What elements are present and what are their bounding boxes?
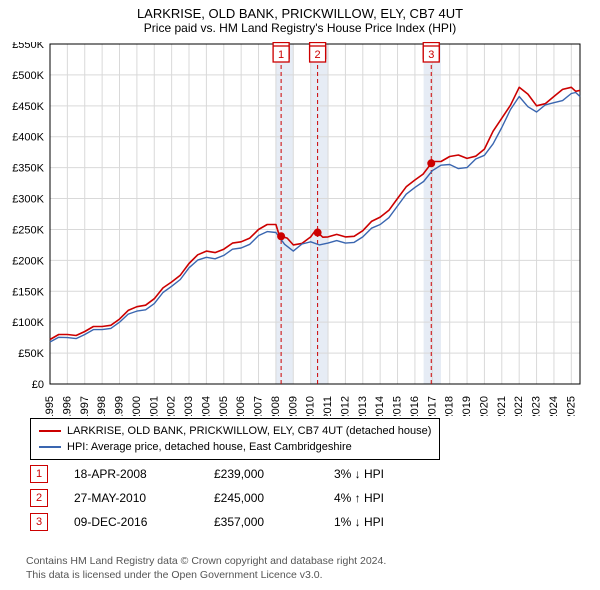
svg-text:1997: 1997 bbox=[79, 396, 91, 416]
svg-text:2003: 2003 bbox=[183, 396, 195, 416]
svg-text:2024: 2024 bbox=[548, 396, 560, 416]
event-pct-1: 3% ↓ HPI bbox=[334, 467, 454, 481]
svg-text:2014: 2014 bbox=[374, 396, 386, 416]
svg-text:2: 2 bbox=[315, 49, 321, 61]
event-price-3: £357,000 bbox=[214, 515, 334, 529]
event-marker-3: 3 bbox=[30, 513, 48, 531]
svg-text:2001: 2001 bbox=[148, 396, 160, 416]
svg-text:2013: 2013 bbox=[357, 396, 369, 416]
svg-text:2019: 2019 bbox=[461, 396, 473, 416]
svg-text:2010: 2010 bbox=[305, 396, 317, 416]
svg-text:£500K: £500K bbox=[12, 70, 44, 82]
svg-text:2004: 2004 bbox=[200, 396, 212, 416]
credits-line1: Contains HM Land Registry data © Crown c… bbox=[26, 554, 386, 568]
svg-text:1998: 1998 bbox=[96, 396, 108, 416]
event-price-1: £239,000 bbox=[214, 467, 334, 481]
chart-plot-area: £0£50K£100K£150K£200K£250K£300K£350K£400… bbox=[50, 42, 580, 382]
chart-title-line2: Price paid vs. HM Land Registry's House … bbox=[0, 21, 600, 35]
svg-text:2005: 2005 bbox=[218, 396, 230, 416]
event-list: 1 18-APR-2008 £239,000 3% ↓ HPI 2 27-MAY… bbox=[30, 462, 454, 534]
svg-text:£250K: £250K bbox=[12, 224, 44, 236]
svg-text:2002: 2002 bbox=[166, 396, 178, 416]
svg-text:1: 1 bbox=[278, 49, 284, 61]
svg-text:2020: 2020 bbox=[478, 396, 490, 416]
svg-text:2017: 2017 bbox=[426, 396, 438, 416]
svg-text:2015: 2015 bbox=[392, 396, 404, 416]
svg-text:2012: 2012 bbox=[339, 396, 351, 416]
credits: Contains HM Land Registry data © Crown c… bbox=[26, 554, 386, 582]
svg-text:2007: 2007 bbox=[253, 396, 265, 416]
svg-text:2022: 2022 bbox=[513, 396, 525, 416]
svg-text:1995: 1995 bbox=[44, 396, 56, 416]
event-pct-2: 4% ↑ HPI bbox=[334, 491, 454, 505]
svg-text:1996: 1996 bbox=[61, 396, 73, 416]
chart-svg: £0 £50K £100K £150K £200K £250K £300K £350K £400… bbox=[4, 42, 584, 416]
credits-line2: This data is licensed under the Open Gov… bbox=[26, 568, 386, 582]
event-price-2: £245,000 bbox=[214, 491, 334, 505]
legend-swatch-property bbox=[39, 430, 61, 432]
svg-text:£150K: £150K bbox=[12, 286, 44, 298]
legend-item-hpi: HPI: Average price, detached house, East… bbox=[39, 439, 431, 455]
svg-text:2006: 2006 bbox=[235, 396, 247, 416]
svg-text:2025: 2025 bbox=[565, 396, 577, 416]
event-row-1: 1 18-APR-2008 £239,000 3% ↓ HPI bbox=[30, 462, 454, 486]
event-marker-1: 1 bbox=[30, 465, 48, 483]
legend-label-property: LARKRISE, OLD BANK, PRICKWILLOW, ELY, CB… bbox=[67, 423, 431, 439]
svg-text:2023: 2023 bbox=[531, 396, 543, 416]
svg-text:£450K: £450K bbox=[12, 101, 44, 113]
svg-text:£0: £0 bbox=[32, 379, 44, 391]
legend-swatch-hpi bbox=[39, 446, 61, 448]
svg-text:2011: 2011 bbox=[322, 396, 334, 416]
event-row-2: 2 27-MAY-2010 £245,000 4% ↑ HPI bbox=[30, 486, 454, 510]
svg-text:2016: 2016 bbox=[409, 396, 421, 416]
svg-text:2008: 2008 bbox=[270, 396, 282, 416]
event-date-3: 09-DEC-2016 bbox=[74, 515, 214, 529]
event-pct-3: 1% ↓ HPI bbox=[334, 515, 454, 529]
svg-text:1999: 1999 bbox=[114, 396, 126, 416]
svg-text:£350K: £350K bbox=[12, 163, 44, 175]
chart-title-line1: LARKRISE, OLD BANK, PRICKWILLOW, ELY, CB… bbox=[0, 6, 600, 21]
svg-text:£400K: £400K bbox=[12, 132, 44, 144]
svg-text:2021: 2021 bbox=[496, 396, 508, 416]
svg-text:2018: 2018 bbox=[444, 396, 456, 416]
svg-text:2009: 2009 bbox=[287, 396, 299, 416]
event-marker-2: 2 bbox=[30, 489, 48, 507]
svg-text:£550K: £550K bbox=[12, 42, 44, 51]
svg-text:£100K: £100K bbox=[12, 317, 44, 329]
svg-text:£200K: £200K bbox=[12, 255, 44, 267]
event-row-3: 3 09-DEC-2016 £357,000 1% ↓ HPI bbox=[30, 510, 454, 534]
svg-text:£300K: £300K bbox=[12, 194, 44, 206]
legend-label-hpi: HPI: Average price, detached house, East… bbox=[67, 439, 352, 455]
svg-text:£50K: £50K bbox=[18, 348, 44, 360]
event-date-1: 18-APR-2008 bbox=[74, 467, 214, 481]
svg-text:2000: 2000 bbox=[131, 396, 143, 416]
svg-text:3: 3 bbox=[428, 49, 434, 61]
legend: LARKRISE, OLD BANK, PRICKWILLOW, ELY, CB… bbox=[30, 418, 440, 460]
event-date-2: 27-MAY-2010 bbox=[74, 491, 214, 505]
legend-item-property: LARKRISE, OLD BANK, PRICKWILLOW, ELY, CB… bbox=[39, 423, 431, 439]
